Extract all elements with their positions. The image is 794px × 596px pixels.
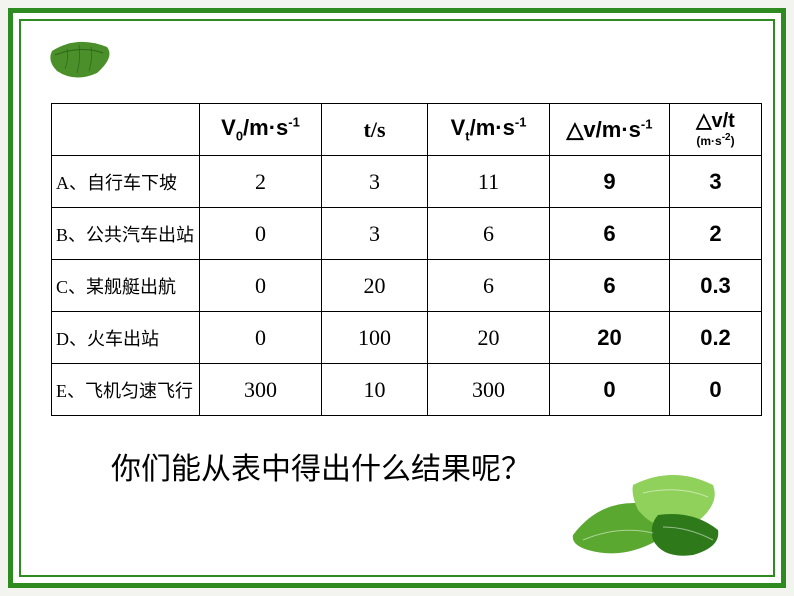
cell-vt: 11 bbox=[428, 156, 550, 208]
cell-vt: 6 bbox=[428, 260, 550, 312]
row-label: B、公共汽车出站 bbox=[52, 208, 200, 260]
cell-a: 3 bbox=[670, 156, 762, 208]
leaf-bottom-icon bbox=[563, 455, 723, 565]
cell-dv: 6 bbox=[550, 208, 670, 260]
cell-v0: 2 bbox=[200, 156, 322, 208]
cell-vt: 6 bbox=[428, 208, 550, 260]
row-label: D、火车出站 bbox=[52, 312, 200, 364]
row-label: C、某舰艇出航 bbox=[52, 260, 200, 312]
cell-dv: 20 bbox=[550, 312, 670, 364]
cell-v0: 0 bbox=[200, 312, 322, 364]
cell-vt: 20 bbox=[428, 312, 550, 364]
header-blank bbox=[52, 104, 200, 156]
cell-dv: 9 bbox=[550, 156, 670, 208]
cell-v0: 300 bbox=[200, 364, 322, 416]
cell-a: 0 bbox=[670, 364, 762, 416]
cell-t: 20 bbox=[322, 260, 428, 312]
outer-frame: V0/m·s-1 t/s Vt/m·s-1 △v/m·s-1 △v/t (m·s… bbox=[8, 8, 786, 588]
header-dv: △v/m·s-1 bbox=[550, 104, 670, 156]
physics-table: V0/m·s-1 t/s Vt/m·s-1 △v/m·s-1 △v/t (m·s… bbox=[51, 103, 762, 416]
header-a: △v/t (m·s-2) bbox=[670, 104, 762, 156]
cell-dv: 0 bbox=[550, 364, 670, 416]
header-vt: Vt/m·s-1 bbox=[428, 104, 550, 156]
row-label: E、飞机匀速飞行 bbox=[52, 364, 200, 416]
table-header-row: V0/m·s-1 t/s Vt/m·s-1 △v/m·s-1 △v/t (m·s… bbox=[52, 104, 762, 156]
table-row: C、某舰艇出航020660.3 bbox=[52, 260, 762, 312]
cell-dv: 6 bbox=[550, 260, 670, 312]
cell-a: 2 bbox=[670, 208, 762, 260]
cell-v0: 0 bbox=[200, 260, 322, 312]
header-v0: V0/m·s-1 bbox=[200, 104, 322, 156]
leaf-top-icon bbox=[47, 39, 119, 85]
cell-vt: 300 bbox=[428, 364, 550, 416]
table-row: E、飞机匀速飞行3001030000 bbox=[52, 364, 762, 416]
cell-a: 0.2 bbox=[670, 312, 762, 364]
cell-v0: 0 bbox=[200, 208, 322, 260]
cell-t: 3 bbox=[322, 208, 428, 260]
cell-t: 10 bbox=[322, 364, 428, 416]
row-label: A、自行车下坡 bbox=[52, 156, 200, 208]
cell-a: 0.3 bbox=[670, 260, 762, 312]
table-row: A、自行车下坡231193 bbox=[52, 156, 762, 208]
table-row: B、公共汽车出站03662 bbox=[52, 208, 762, 260]
inner-frame: V0/m·s-1 t/s Vt/m·s-1 △v/m·s-1 △v/t (m·s… bbox=[19, 19, 775, 577]
cell-t: 100 bbox=[322, 312, 428, 364]
cell-t: 3 bbox=[322, 156, 428, 208]
table-row: D、火车出站010020200.2 bbox=[52, 312, 762, 364]
header-ts: t/s bbox=[322, 104, 428, 156]
table-body: A、自行车下坡231193B、公共汽车出站03662C、某舰艇出航020660.… bbox=[52, 156, 762, 416]
